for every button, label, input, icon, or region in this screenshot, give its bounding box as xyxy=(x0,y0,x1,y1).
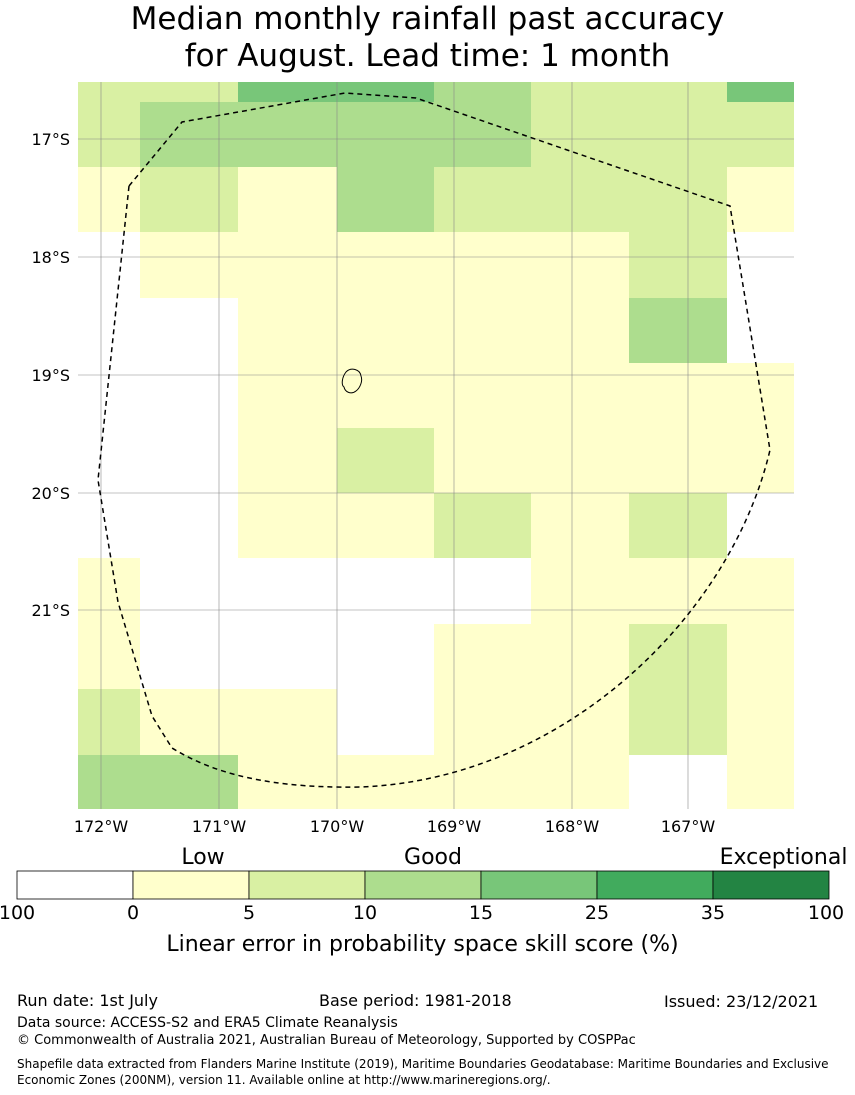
skill-cell xyxy=(140,232,629,298)
skill-cell xyxy=(727,755,794,809)
lon-label-169w: 169°W xyxy=(427,817,482,836)
colorbar-category-low: Low xyxy=(181,845,225,870)
skill-cell xyxy=(78,755,238,809)
skill-cell xyxy=(238,428,337,493)
skill-cell xyxy=(727,624,794,755)
colorbar-tick-5: 25 xyxy=(584,902,610,924)
island-outline xyxy=(341,368,363,394)
skill-cell xyxy=(140,689,337,755)
skill-cell xyxy=(337,102,434,232)
skill-cell xyxy=(434,428,794,493)
lat-label-21s: 21°S xyxy=(31,601,70,620)
shapefile-credit-line2: Economic Zones (200NM), version 11. Avai… xyxy=(17,1073,551,1087)
skill-cell xyxy=(140,167,238,232)
colorbar-swatch-0 xyxy=(16,870,134,900)
colorbar-tick-1: 0 xyxy=(126,902,140,924)
skill-cell xyxy=(629,298,727,363)
colorbar-tick-7: 100 xyxy=(807,902,845,924)
issued-date: Issued: 23/12/2021 xyxy=(664,992,819,1011)
lon-label-168w: 168°W xyxy=(545,817,600,836)
colorbar xyxy=(16,870,830,900)
skill-cell xyxy=(238,755,629,809)
skill-cell xyxy=(140,102,238,167)
skill-map: 17°S 18°S 19°S 20°S 21°S 172°W 171°W 170… xyxy=(31,82,794,836)
colorbar-tick-2: 5 xyxy=(242,902,256,924)
data-source: Data source: ACCESS-S2 and ERA5 Climate … xyxy=(17,1015,398,1031)
colorbar-tick-0: 100 xyxy=(0,902,36,924)
skill-cell xyxy=(727,102,794,167)
skill-cell xyxy=(78,167,140,232)
colorbar-tick-6: 35 xyxy=(700,902,726,924)
skill-cell xyxy=(434,493,531,558)
colorbar-label: Linear error in probability space skill … xyxy=(166,932,679,957)
skill-cell xyxy=(78,82,238,102)
lat-label-19s: 19°S xyxy=(31,366,70,385)
skill-cell xyxy=(78,689,140,755)
skill-cell xyxy=(238,82,434,102)
skill-cell xyxy=(629,624,727,755)
skill-cell xyxy=(434,167,727,232)
colorbar-swatch-2 xyxy=(248,870,366,900)
map-title-line2: for August. Lead time: 1 month xyxy=(184,38,671,74)
skill-cell xyxy=(531,493,629,558)
skill-cell xyxy=(531,558,794,624)
lon-label-170w: 170°W xyxy=(310,817,365,836)
lat-label-17s: 17°S xyxy=(31,130,70,149)
lat-label-18s: 18°S xyxy=(31,248,70,267)
skill-cell xyxy=(78,558,140,689)
skill-cell xyxy=(238,298,629,363)
skill-cell xyxy=(238,363,794,428)
lon-label-171w: 171°W xyxy=(192,817,247,836)
skill-cell xyxy=(629,493,727,558)
run-date: Run date: 1st July xyxy=(17,991,158,1010)
skill-cell xyxy=(531,82,727,167)
base-period: Base period: 1981-2018 xyxy=(319,991,512,1010)
skill-grid xyxy=(78,82,794,809)
skill-cell xyxy=(434,624,629,755)
lat-label-20s: 20°S xyxy=(31,484,70,503)
colorbar-tick-3: 10 xyxy=(352,902,378,924)
skill-cell xyxy=(727,82,794,102)
skill-cell xyxy=(238,493,434,558)
colorbar-swatch-6 xyxy=(712,870,830,900)
skill-cell xyxy=(727,167,794,232)
lon-label-172w: 172°W xyxy=(74,817,129,836)
skill-cell xyxy=(238,167,337,232)
skill-cell xyxy=(337,428,434,493)
colorbar-category-good: Good xyxy=(404,845,462,870)
lon-label-167w: 167°W xyxy=(661,817,716,836)
skill-cell xyxy=(629,232,727,298)
colorbar-swatch-4 xyxy=(480,870,598,900)
eez-boundary xyxy=(97,92,771,788)
colorbar-swatch-1 xyxy=(132,870,250,900)
skill-cell xyxy=(434,82,531,167)
colorbar-tick-4: 15 xyxy=(468,902,494,924)
colorbar-swatch-3 xyxy=(364,870,482,900)
colorbar-swatch-5 xyxy=(596,870,714,900)
map-title-line1: Median monthly rainfall past accuracy xyxy=(130,1,725,37)
colorbar-category-exceptional: Exceptional xyxy=(719,845,848,870)
skill-cell xyxy=(78,102,140,167)
copyright: © Commonwealth of Australia 2021, Austra… xyxy=(17,1033,636,1048)
skill-cell xyxy=(238,102,337,167)
shapefile-credit-line1: Shapefile data extracted from Flanders M… xyxy=(17,1057,829,1071)
